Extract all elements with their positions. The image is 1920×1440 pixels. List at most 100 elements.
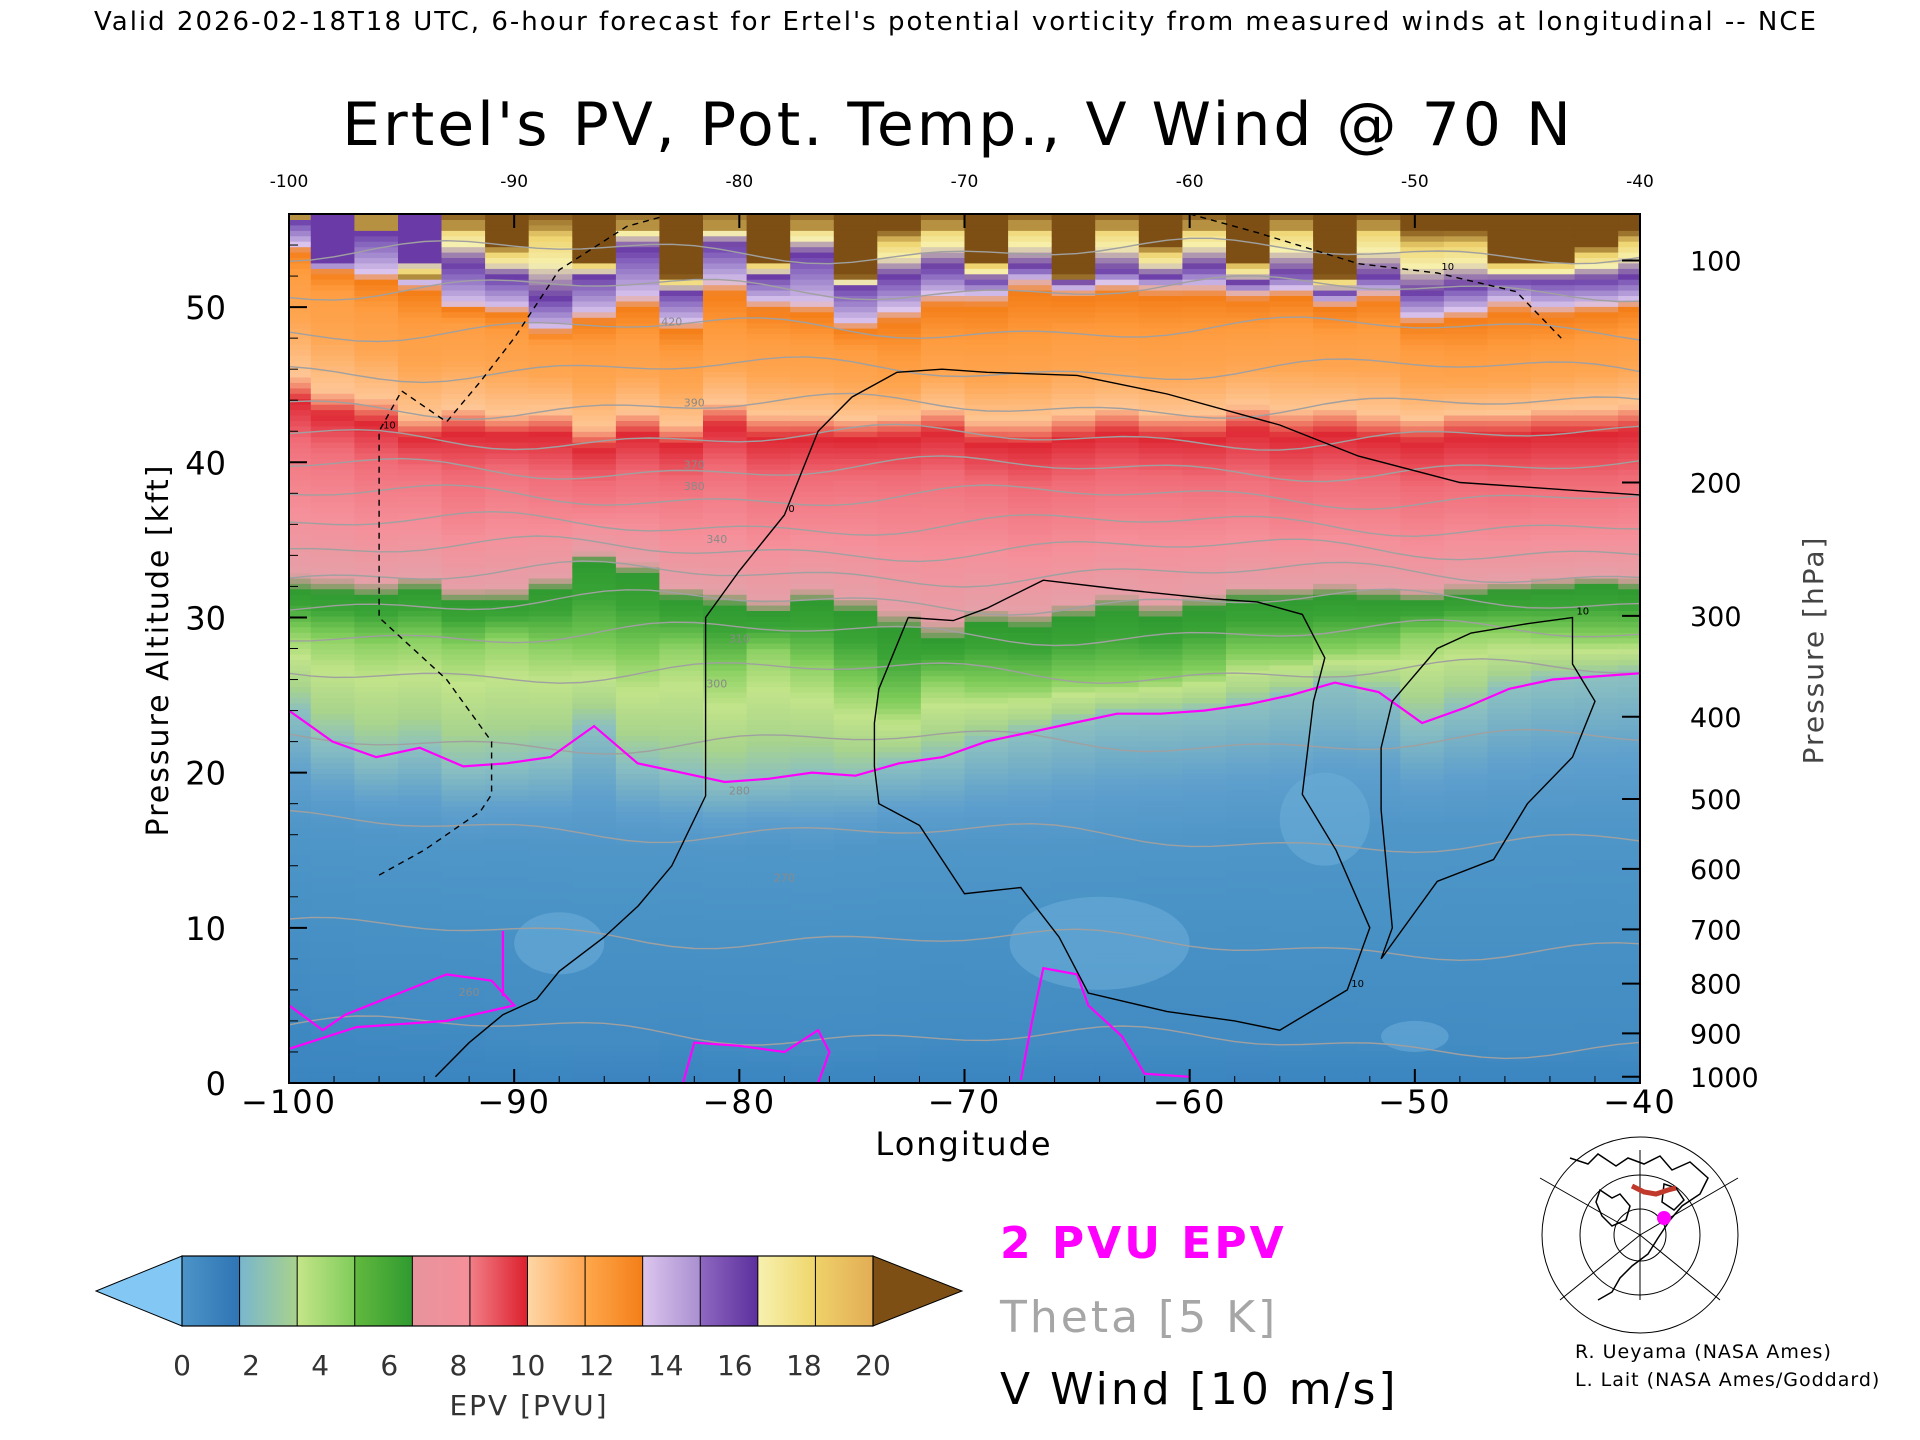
pv-cell (1269, 235, 1314, 242)
pv-cell (528, 545, 574, 552)
pv-cell (703, 273, 748, 280)
pv-cell (1226, 338, 1271, 345)
pv-cell (1400, 366, 1445, 373)
pv-cell (572, 393, 617, 400)
pv-cell (1487, 420, 1532, 427)
pv-cell (289, 333, 312, 340)
pv-cell (310, 681, 356, 688)
pv-cell (398, 795, 443, 802)
pv-cell (790, 811, 835, 818)
pv-cell (964, 1077, 1009, 1083)
pv-cell (354, 811, 399, 818)
pv-cell (1443, 1017, 1489, 1024)
pv-cell (746, 284, 791, 291)
pv-cell (1356, 936, 1402, 943)
pv-cell (1531, 295, 1576, 302)
pv-cell (572, 436, 617, 443)
pv-cell (1008, 985, 1053, 992)
pv-cell (1138, 300, 1184, 307)
pv-cell (964, 773, 1009, 780)
pv-cell (441, 947, 486, 954)
pv-cell (398, 366, 443, 373)
pv-cell (354, 936, 399, 943)
pv-cell (1008, 822, 1053, 829)
pv-cell (659, 1055, 704, 1062)
pv-cell (1487, 773, 1532, 780)
pv-cell (615, 561, 661, 568)
pv-cell (1008, 268, 1053, 275)
pv-cell (1356, 653, 1402, 660)
pv-cell (877, 382, 922, 389)
pv-cell (572, 985, 617, 992)
pv-cell (572, 442, 617, 449)
pv-cell (1487, 659, 1532, 666)
pv-cell (441, 746, 486, 753)
pv-cell (572, 990, 617, 997)
pv-cell (877, 784, 922, 791)
pv-cell (310, 491, 356, 497)
pv-cell (1269, 909, 1314, 916)
pv-cell (310, 724, 356, 731)
pv-cell (1313, 594, 1358, 601)
pv-cell (1008, 594, 1053, 601)
pv-cell (1443, 328, 1489, 335)
pv-cell (920, 849, 966, 856)
pv-cell (1400, 556, 1445, 563)
pv-cell (1531, 979, 1576, 986)
pv-cell (920, 643, 966, 650)
pv-cell (1531, 463, 1576, 470)
pv-cell (659, 512, 704, 519)
pv-cell (746, 664, 791, 671)
pv-cell (1313, 404, 1358, 411)
pv-cell (659, 496, 704, 503)
pv-cell (1269, 882, 1314, 888)
pv-cell (746, 338, 791, 345)
pv-cell (1400, 290, 1445, 296)
pv-cell (310, 632, 356, 639)
pv-cell (1487, 588, 1532, 595)
pv-cell (615, 219, 661, 226)
pv-cell (1487, 985, 1532, 992)
pv-cell (441, 952, 486, 959)
pv-cell (1095, 447, 1140, 454)
pv-cell (746, 333, 791, 340)
pv-cell (1400, 398, 1445, 405)
pv-cell (1574, 311, 1619, 318)
pv-cell (354, 702, 399, 709)
pv-cell (1182, 1061, 1227, 1068)
pv-cell (877, 990, 922, 997)
pv-cell (1182, 974, 1227, 981)
pv-cell (964, 594, 1009, 601)
pv-cell (833, 442, 879, 449)
pv-cell (1051, 496, 1097, 503)
pv-cell (1531, 697, 1576, 704)
pv-cell (964, 545, 1009, 552)
pv-cell (920, 360, 966, 367)
pv-cell (790, 556, 835, 563)
pv-cell (615, 333, 661, 340)
pv-cell (1182, 952, 1227, 959)
pv-cell (528, 708, 574, 715)
pv-cell (528, 882, 574, 888)
pv-cell (310, 458, 356, 465)
pv-cell (1051, 268, 1097, 275)
pv-cell (1618, 1023, 1640, 1030)
pv-cell (964, 974, 1009, 981)
pv-cell (1400, 507, 1445, 514)
pv-cell (1356, 1045, 1402, 1051)
pv-cell (1269, 306, 1314, 313)
pv-cell (528, 1023, 574, 1030)
pv-cell (485, 556, 530, 563)
pv-cell (1008, 768, 1053, 774)
pv-cell (1269, 860, 1314, 867)
pv-cell (833, 366, 879, 373)
pv-cell (1182, 664, 1227, 671)
pv-cell (1226, 284, 1271, 291)
pv-cell (1487, 485, 1532, 492)
pv-cell (920, 376, 966, 383)
pv-cell (877, 431, 922, 438)
pv-cell (1356, 849, 1402, 856)
pv-cell (877, 849, 922, 856)
pv-cell (441, 393, 486, 400)
pv-cell (1226, 567, 1271, 573)
